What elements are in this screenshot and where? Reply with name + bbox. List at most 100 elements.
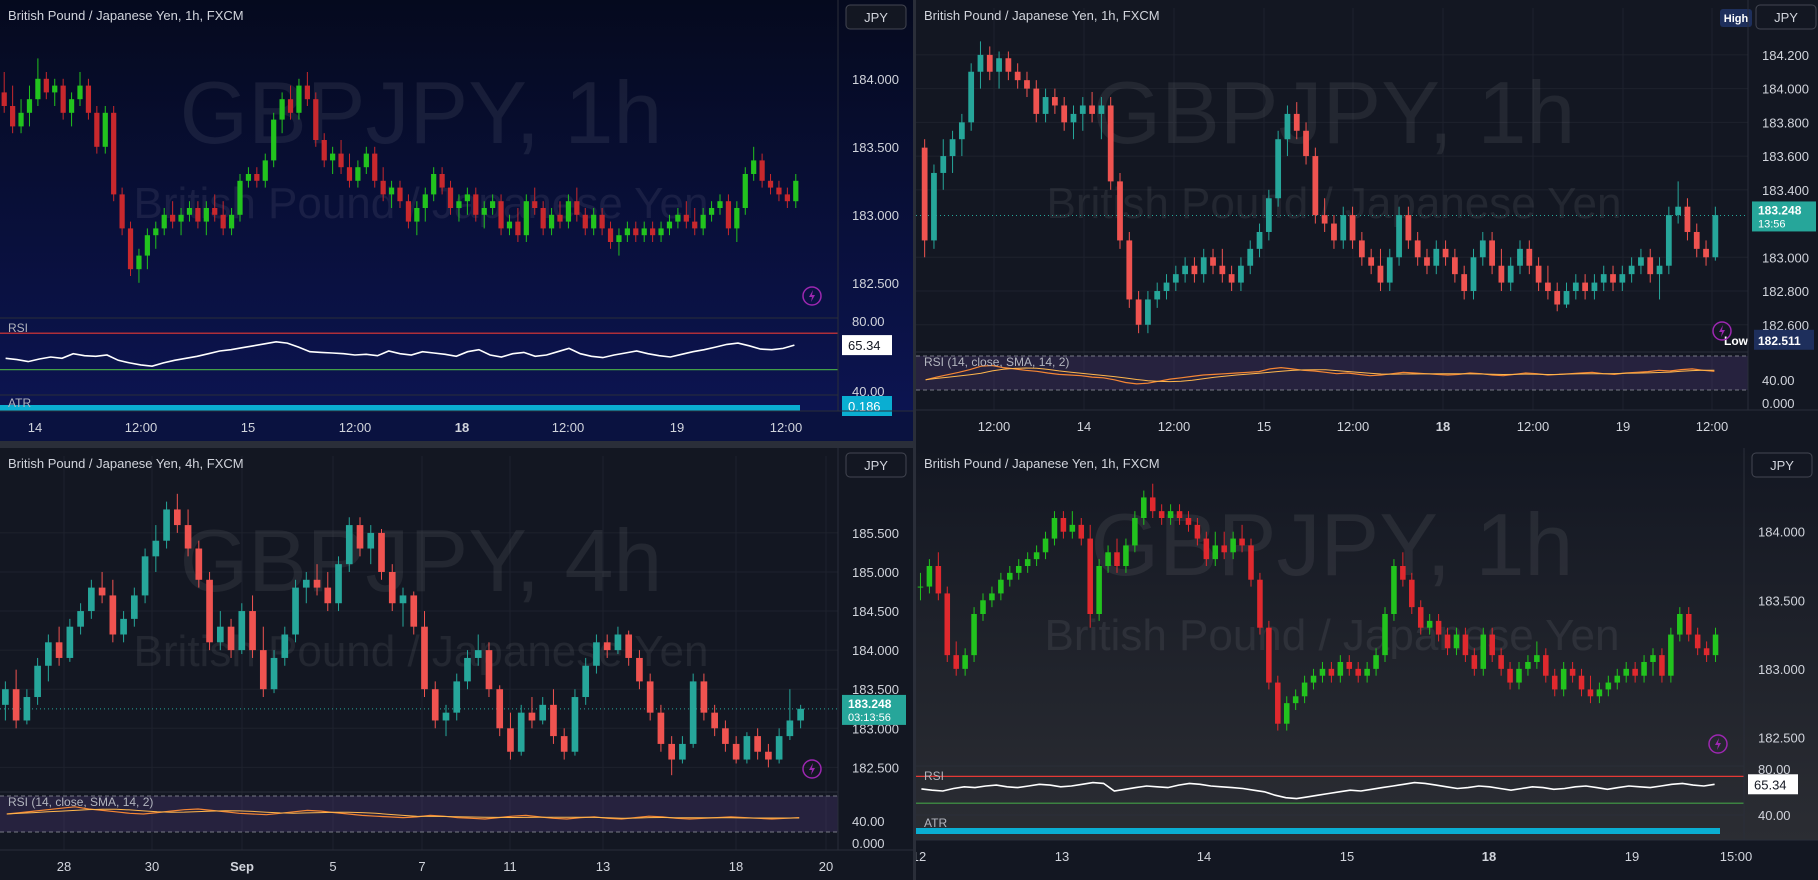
candle-body	[1578, 675, 1585, 690]
candle-body	[496, 689, 504, 729]
candle-body	[378, 532, 385, 572]
atr-label: ATR	[8, 396, 31, 410]
candle-body	[161, 214, 167, 229]
candle	[1712, 206, 1719, 261]
candle-body	[1303, 130, 1309, 157]
candle	[1149, 483, 1156, 518]
candle	[998, 572, 1004, 601]
candle-body	[1123, 545, 1129, 566]
candle	[636, 650, 643, 690]
candle	[94, 106, 100, 154]
candle	[986, 46, 993, 81]
candle	[464, 187, 470, 215]
chart-panel-4[interactable]: GBPJPY, 1h British Pound / Japanese Yen 18…	[916, 448, 1818, 880]
candle-body	[1284, 113, 1291, 140]
time-axis-background	[916, 840, 1818, 880]
x-tick-label: 18	[1436, 419, 1450, 434]
candle-body	[1433, 248, 1440, 266]
lightning-icon-bolt	[1715, 738, 1721, 750]
candle	[666, 214, 673, 236]
candle-body	[722, 728, 729, 744]
candle-body	[1283, 703, 1290, 724]
chart-panel-2[interactable]: GBPJPY, 1h British Pound / Japanese Yen 18…	[916, 0, 1818, 448]
candle-body	[1200, 257, 1207, 275]
candle-body	[34, 665, 41, 698]
candle-body	[540, 208, 546, 229]
low-label: Low	[1724, 334, 1749, 348]
candle	[1, 72, 7, 113]
candle-body	[1349, 215, 1356, 241]
candle-body	[1462, 634, 1469, 656]
candle-body	[119, 194, 125, 229]
candle-body	[43, 78, 49, 93]
chart-panel-3[interactable]: GBPJPY, 4h British Pound / Japanese Yen 18…	[0, 448, 916, 880]
candle-body	[1096, 566, 1102, 614]
candle-body	[1182, 265, 1188, 275]
candle-body	[1052, 97, 1058, 106]
candle	[926, 559, 933, 594]
candle-body	[1684, 206, 1691, 232]
candle	[786, 689, 794, 741]
candle-body	[732, 743, 740, 760]
candle-body	[1105, 552, 1111, 566]
candle-body	[1668, 634, 1674, 676]
y-tick-label: 183.000	[852, 208, 899, 223]
currency-button-label: JPY	[1774, 10, 1798, 25]
y-tick-label: 183.500	[852, 140, 899, 155]
candle	[1310, 668, 1317, 690]
candle-body	[989, 593, 995, 601]
candle-body	[532, 201, 538, 208]
candle	[355, 160, 361, 188]
candle-body	[163, 509, 170, 541]
candle	[238, 603, 246, 655]
candle	[127, 221, 134, 276]
candle	[949, 130, 956, 173]
candle	[490, 194, 496, 215]
candle-body	[507, 728, 514, 752]
chart-panel-1[interactable]: GBPJPY, 1h British Pound / Japanese Yen 18…	[0, 0, 916, 441]
candle-body	[1265, 198, 1272, 232]
candle-body	[1167, 511, 1174, 518]
candle-body	[421, 626, 428, 690]
candle	[675, 208, 681, 229]
panel-divider-vertical[interactable]	[913, 0, 916, 880]
candle	[614, 626, 622, 655]
candle	[498, 194, 504, 236]
candle-body	[292, 587, 299, 635]
candle	[1117, 172, 1123, 249]
candle-body	[1563, 291, 1570, 305]
candle-body	[1685, 614, 1692, 635]
candle	[163, 501, 170, 549]
candle	[793, 174, 799, 208]
x-tick-label: 18	[729, 859, 743, 874]
candle-body	[153, 228, 159, 236]
candle	[1176, 504, 1183, 525]
x-tick-label: 12:00	[978, 419, 1011, 434]
candle-body	[1591, 282, 1598, 292]
candle	[1614, 668, 1621, 690]
candle	[43, 72, 49, 100]
rsi-current-value: 65.34	[848, 338, 881, 353]
candle-body	[1158, 511, 1165, 518]
candle-body	[940, 156, 947, 173]
candle-body	[1545, 282, 1551, 292]
candle-body	[270, 657, 278, 690]
candle-body	[1230, 538, 1236, 553]
candle-body	[1489, 634, 1495, 656]
candle	[507, 712, 514, 760]
candle	[624, 221, 630, 242]
candle-body	[931, 172, 937, 241]
candle	[1203, 531, 1210, 566]
x-tick-label: 30	[145, 859, 159, 874]
candle	[1391, 559, 1397, 621]
candle-body	[1194, 524, 1201, 539]
candle	[921, 139, 928, 258]
panel-divider-horizontal[interactable]	[0, 441, 916, 448]
candle-body	[1154, 291, 1161, 300]
candle-body	[996, 58, 1002, 72]
candle	[1087, 524, 1093, 628]
candle	[625, 630, 633, 666]
x-tick-label: 14	[1197, 849, 1211, 864]
candle-body	[1145, 299, 1151, 325]
